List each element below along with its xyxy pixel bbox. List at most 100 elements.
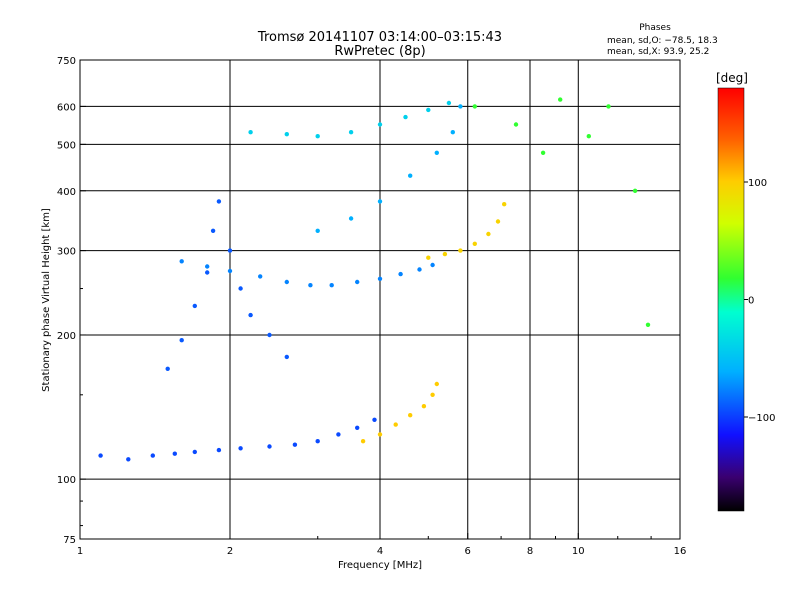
y-tick-label: 600 — [57, 102, 76, 113]
data-point — [458, 104, 463, 109]
data-point — [192, 449, 197, 455]
data-point — [430, 262, 435, 268]
data-point — [408, 173, 413, 178]
data-point — [377, 432, 383, 437]
data-point — [284, 279, 289, 285]
y-axis-label: Stationary phase Virtual Height [km] — [41, 208, 52, 392]
plot-area: 1 2 4 6 8 10 16 75 100 200 300 400 500 600 750 — [57, 56, 686, 557]
data-point — [315, 228, 320, 233]
chart-title: Tromsø 20141107 03:14:00–03:15:43 — [257, 30, 502, 45]
colorbar-tick-label: 100 — [748, 178, 767, 189]
data-point — [586, 134, 591, 139]
data-point — [355, 425, 360, 430]
data-point — [165, 366, 170, 371]
colorbar-tick-label: −100 — [748, 413, 775, 424]
data-point — [192, 303, 197, 309]
data-point — [393, 422, 398, 427]
y-tick-label: 750 — [57, 56, 76, 67]
data-point — [227, 248, 233, 253]
data-point — [426, 255, 431, 260]
x-axis-label: Frequency [MHz] — [338, 560, 422, 571]
x-tick-label: 4 — [377, 546, 383, 557]
y-tick-label: 400 — [57, 187, 76, 198]
x-tick-label: 10 — [572, 546, 585, 557]
y-tick-label: 200 — [57, 331, 76, 342]
data-point — [98, 453, 103, 458]
colorbar-tick-label: 0 — [748, 296, 754, 307]
data-point — [150, 453, 155, 458]
data-point — [329, 283, 334, 288]
y-tick-label: 100 — [57, 475, 76, 486]
data-point — [205, 270, 210, 275]
data-point — [472, 241, 477, 246]
data-point — [446, 100, 452, 106]
data-point — [426, 107, 431, 113]
data-point — [408, 413, 413, 418]
data-point — [403, 114, 408, 120]
data-point — [292, 442, 298, 447]
axis-ticks: 1 2 4 6 8 10 16 75 100 200 300 400 500 600 750 — [57, 56, 686, 557]
data-point — [417, 267, 422, 272]
data-point — [315, 439, 320, 444]
data-point — [248, 130, 253, 135]
data-point — [458, 248, 463, 253]
data-points — [98, 97, 651, 462]
stats-o-line: mean, sd,O: −78.5, 18.3 — [607, 36, 718, 46]
data-point — [348, 130, 354, 135]
data-point — [179, 338, 184, 343]
data-point — [315, 134, 320, 139]
data-point — [360, 439, 366, 444]
data-point — [308, 283, 313, 288]
data-point — [216, 199, 222, 204]
data-point — [558, 97, 563, 102]
data-point — [450, 130, 455, 135]
data-point — [355, 279, 360, 285]
data-point — [258, 274, 263, 279]
data-point — [267, 444, 272, 449]
data-point — [284, 354, 289, 360]
data-point — [377, 122, 383, 127]
data-point — [632, 188, 638, 193]
y-tick-label: 500 — [57, 140, 76, 151]
data-point — [205, 264, 210, 269]
data-point — [472, 104, 477, 109]
data-point — [348, 216, 354, 221]
data-point — [442, 251, 448, 257]
colorbar — [717, 87, 745, 512]
x-tick-label: 16 — [674, 546, 687, 557]
colorbar-ticks: 100 0 −100 — [744, 178, 775, 424]
data-point — [540, 150, 546, 155]
data-point — [210, 228, 216, 233]
data-point — [430, 392, 435, 397]
x-tick-label: 1 — [77, 546, 83, 557]
data-point — [248, 312, 253, 318]
x-tick-label: 2 — [227, 546, 233, 557]
data-point — [495, 219, 501, 224]
data-point — [238, 286, 243, 291]
data-point — [434, 381, 439, 387]
data-point — [216, 447, 222, 453]
data-point — [421, 404, 427, 409]
colorbar-unit: [deg] — [716, 71, 748, 85]
data-point — [645, 322, 651, 327]
data-point — [336, 432, 341, 437]
data-point — [179, 259, 184, 264]
y-tick-label: 300 — [57, 247, 76, 258]
data-point — [434, 150, 439, 155]
data-point — [502, 202, 507, 207]
data-point — [238, 446, 243, 451]
stats-heading: Phases — [639, 23, 671, 33]
data-point — [486, 231, 491, 237]
data-point — [284, 132, 289, 137]
data-point — [172, 451, 177, 456]
data-point — [513, 122, 519, 127]
data-point — [398, 271, 403, 277]
data-point — [372, 417, 377, 422]
data-point — [606, 104, 611, 109]
stats-x-line: mean, sd,X: 93.9, 25.2 — [607, 47, 709, 57]
data-point — [267, 332, 272, 338]
data-point — [126, 457, 131, 462]
chart-subtitle: RwPretec (8p) — [334, 44, 425, 59]
x-tick-label: 6 — [465, 546, 471, 557]
